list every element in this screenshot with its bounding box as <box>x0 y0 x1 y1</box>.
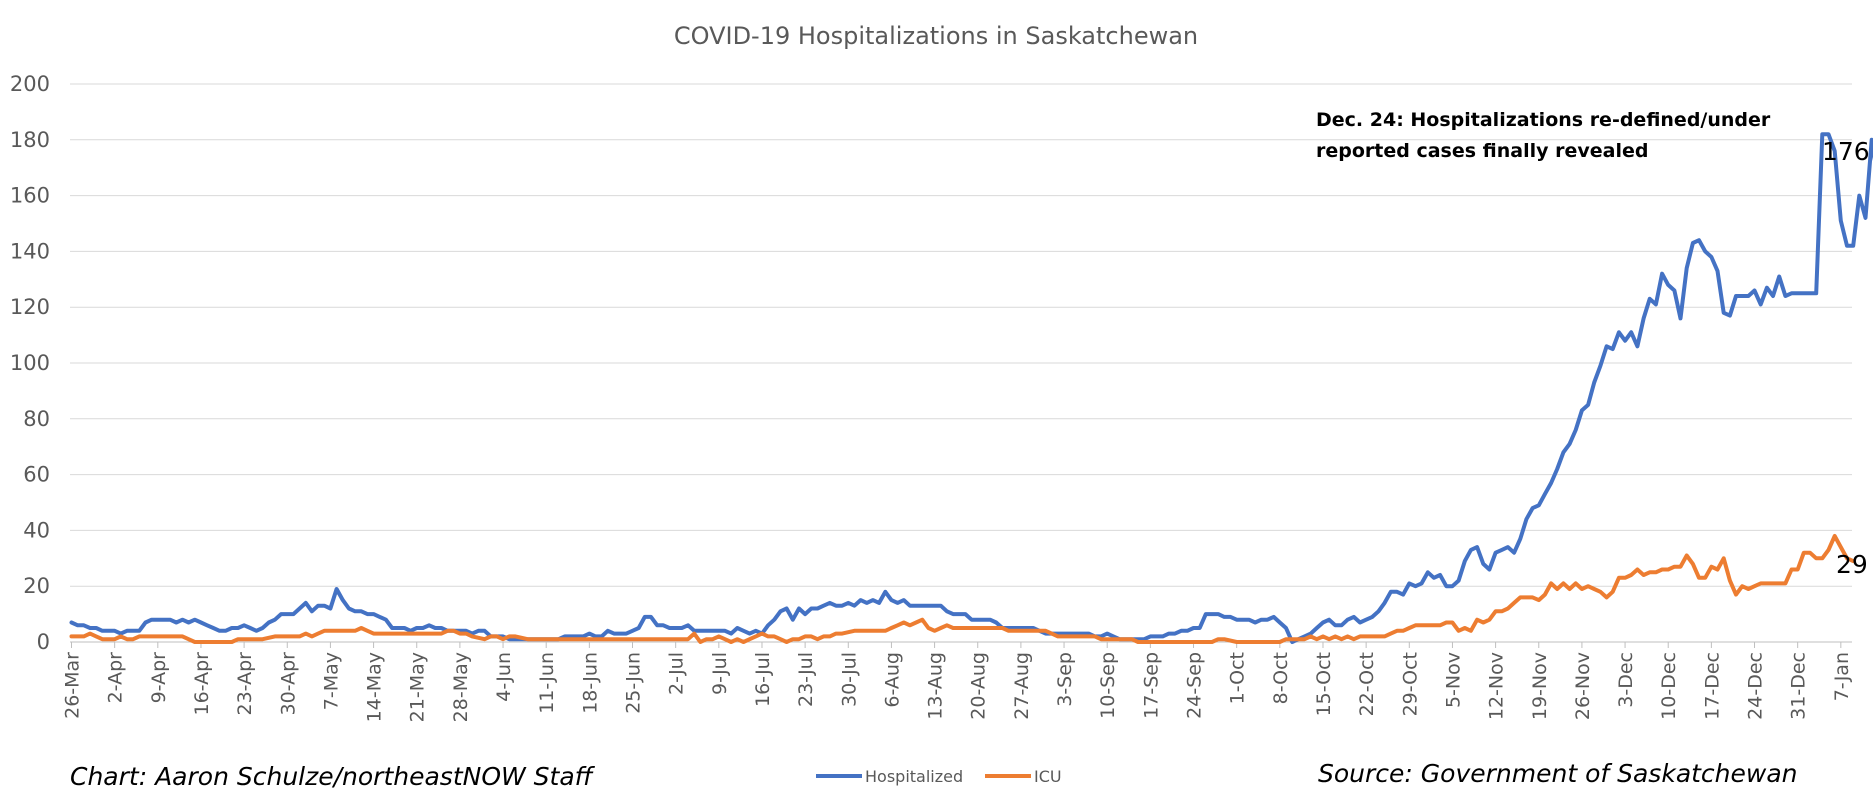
x-tick-label: 21-May <box>407 652 429 722</box>
x-tick-label: 20-Aug <box>968 652 990 720</box>
x-tick-label: 4-Jun <box>493 652 515 702</box>
x-tick-label: 9-Apr <box>148 652 170 704</box>
x-tick-label: 13-Aug <box>925 652 947 720</box>
y-tick-label: 80 <box>23 407 50 431</box>
y-tick-label: 200 <box>10 72 50 96</box>
x-tick-label: 22-Oct <box>1356 652 1378 716</box>
x-tick-label: 1-Oct <box>1227 652 1249 704</box>
x-tick-label: 3-Dec <box>1615 652 1637 708</box>
x-tick-label: 15-Oct <box>1313 652 1335 716</box>
annotation-redefined: Dec. 24: Hospitalizations re-defined/und… <box>1316 109 1771 162</box>
x-axis-ticks: 26-Mar 2-Apr 9-Apr 16-Apr 23-Apr 30-Apr 7-May 1… <box>62 642 1853 722</box>
x-tick-label: 26-Mar <box>62 652 84 719</box>
x-tick-label: 7-Jan <box>1831 652 1853 701</box>
y-tick-label: 160 <box>10 184 50 208</box>
x-tick-label: 16-Jul <box>752 652 774 707</box>
end-label-icu: 29 <box>1836 550 1868 579</box>
x-tick-label: 3-Sep <box>1054 652 1076 707</box>
chart-credit: Chart: Aaron Schulze/northeastNOW Staff <box>70 762 596 791</box>
x-tick-label: 12-Nov <box>1486 652 1508 720</box>
end-label-hospitalized: 176 <box>1822 137 1870 166</box>
y-tick-label: 60 <box>23 463 50 487</box>
x-tick-label: 16-Apr <box>191 652 213 716</box>
x-tick-label: 11-Jun <box>536 652 558 714</box>
x-tick-label: 10-Dec <box>1658 652 1680 720</box>
x-tick-label: 17-Sep <box>1140 652 1162 719</box>
y-tick-label: 140 <box>10 239 50 263</box>
x-tick-label: 30-Apr <box>277 652 299 716</box>
y-tick-label: 180 <box>10 128 50 152</box>
series-line-hospitalized <box>69 132 1873 644</box>
series-line-icu <box>69 534 1856 644</box>
y-axis-ticks: 0 20 40 60 80 100 120 140 160 180 200 <box>10 72 50 654</box>
series-lines <box>69 132 1873 644</box>
x-tick-label: 18-Jun <box>579 652 601 714</box>
x-tick-label: 29-Oct <box>1399 652 1421 716</box>
x-tick-label: 23-Apr <box>234 652 256 716</box>
x-tick-label: 23-Jul <box>795 652 817 707</box>
annotation-line-1: Dec. 24: Hospitalizations re-defined/und… <box>1316 109 1771 131</box>
x-tick-label: 25-Jun <box>623 652 645 714</box>
x-tick-label: 28-May <box>450 652 472 722</box>
x-tick-label: 30-Jul <box>838 652 860 707</box>
x-tick-label: 8-Oct <box>1270 652 1292 704</box>
x-tick-label: 24-Sep <box>1184 652 1206 719</box>
x-tick-label: 2-Apr <box>105 652 127 704</box>
x-tick-label: 17-Dec <box>1701 652 1723 720</box>
y-tick-label: 20 <box>23 574 50 598</box>
x-tick-label: 24-Dec <box>1745 652 1767 720</box>
x-tick-label: 14-May <box>364 652 386 722</box>
x-tick-label: 10-Sep <box>1097 652 1119 719</box>
x-tick-label: 9-Jul <box>709 652 731 695</box>
y-tick-label: 100 <box>10 351 50 375</box>
legend: Hospitalized ICU <box>816 767 1062 786</box>
gridlines <box>70 83 1852 643</box>
x-tick-label: 19-Nov <box>1529 652 1551 720</box>
x-tick-label: 26-Nov <box>1572 652 1594 720</box>
y-tick-label: 40 <box>23 518 50 542</box>
x-tick-label: 27-Aug <box>1011 652 1033 720</box>
x-tick-label: 31-Dec <box>1788 652 1810 720</box>
x-tick-label: 5-Nov <box>1442 652 1464 708</box>
x-tick-label: 2-Jul <box>666 652 688 695</box>
y-tick-label: 0 <box>37 630 50 654</box>
x-tick-label: 6-Aug <box>881 652 903 708</box>
legend-label-hospitalized: Hospitalized <box>865 767 963 786</box>
y-tick-label: 120 <box>10 295 50 319</box>
chart-source: Source: Government of Saskatchewan <box>1318 759 1798 788</box>
annotation-line-2: reported cases finally revealed <box>1316 140 1648 162</box>
legend-label-icu: ICU <box>1034 767 1062 786</box>
x-tick-label: 7-May <box>320 652 342 710</box>
chart-title: COVID-19 Hospitalizations in Saskatchewa… <box>674 22 1198 50</box>
